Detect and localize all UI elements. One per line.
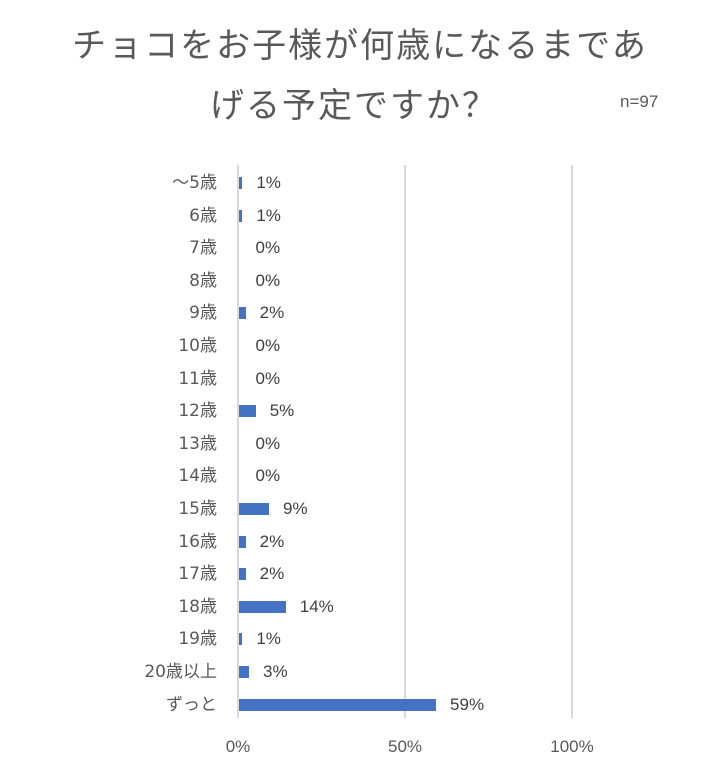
data-value-label: 5% bbox=[269, 401, 295, 421]
gridline-50 bbox=[404, 165, 406, 718]
category-label: ～5歳 bbox=[172, 173, 217, 193]
data-value-label: 0% bbox=[255, 368, 281, 388]
category-label: 16歳 bbox=[178, 531, 217, 552]
bar bbox=[239, 600, 286, 613]
category-label: 14歳 bbox=[178, 466, 217, 487]
bar bbox=[239, 568, 246, 581]
category-label: 10歳 bbox=[178, 336, 217, 356]
x-tick-0: 0% bbox=[225, 737, 251, 756]
category-label: 13歳 bbox=[178, 433, 217, 454]
chart-title-line-1: チョコをお子様が何歳になるまであ bbox=[72, 26, 648, 66]
category-label: 7歳 bbox=[189, 238, 217, 259]
category-label: 12歳 bbox=[178, 401, 217, 422]
gridline-100 bbox=[571, 165, 573, 718]
category-label: 19歳 bbox=[178, 629, 217, 650]
data-value-label: 2% bbox=[259, 564, 285, 584]
category-label: 15歳 bbox=[178, 499, 217, 519]
bar bbox=[239, 633, 243, 646]
gridline-0 bbox=[237, 165, 239, 718]
category-label: 17歳 bbox=[178, 564, 217, 585]
bar bbox=[239, 535, 246, 548]
bar bbox=[239, 666, 250, 678]
category-label: 18歳 bbox=[178, 596, 217, 617]
category-label: 20歳以上 bbox=[144, 662, 217, 682]
bar bbox=[239, 698, 437, 711]
bar bbox=[239, 177, 243, 189]
data-value-label: 0% bbox=[255, 336, 281, 355]
data-value-label: 59% bbox=[450, 694, 485, 714]
data-value-label: 2% bbox=[259, 303, 285, 323]
x-tick-50: 50% bbox=[387, 737, 423, 756]
data-value-label: 0% bbox=[255, 466, 281, 486]
data-value-label: 3% bbox=[263, 662, 288, 681]
bar bbox=[239, 307, 246, 320]
chart-title-line-2: げる予定ですか？ bbox=[210, 86, 498, 126]
category-label: 11歳 bbox=[178, 368, 217, 389]
category-label: 6歳 bbox=[189, 205, 217, 226]
data-value-label: 1% bbox=[256, 205, 281, 225]
data-value-label: 0% bbox=[255, 270, 281, 290]
category-label: 8歳 bbox=[189, 270, 217, 291]
data-value-label: 0% bbox=[255, 238, 281, 258]
bar bbox=[239, 503, 270, 515]
data-value-label: 9% bbox=[283, 499, 308, 518]
data-value-label: 14% bbox=[299, 596, 334, 616]
sample-size-label: n=97 bbox=[620, 92, 659, 111]
data-value-label: 2% bbox=[259, 531, 285, 551]
data-value-label: 0% bbox=[255, 433, 281, 453]
data-value-label: 1% bbox=[256, 173, 281, 192]
x-tick-100: 100% bbox=[550, 737, 594, 756]
data-value-label: 1% bbox=[256, 629, 281, 649]
bar bbox=[239, 209, 243, 222]
bar bbox=[239, 405, 256, 418]
category-label: 9歳 bbox=[189, 303, 217, 324]
category-label: ずっと bbox=[166, 694, 217, 715]
